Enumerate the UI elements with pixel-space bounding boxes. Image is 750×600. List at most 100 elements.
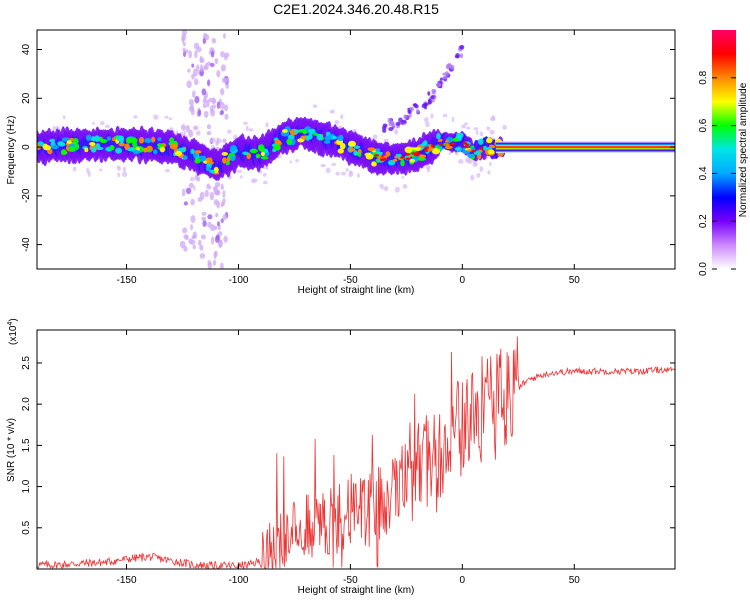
spectrogram-cell — [169, 143, 178, 150]
spectrogram-cell — [411, 152, 417, 155]
spectrogram-cell — [206, 185, 212, 190]
spectrogram-cell — [466, 126, 471, 130]
snr-y-tick-label: 0.5 — [21, 520, 32, 534]
spectrogram-cell — [489, 161, 492, 167]
spectrogram-cell — [197, 239, 202, 246]
spectrogram-cell — [188, 129, 194, 138]
spectrogram-cell — [181, 33, 187, 42]
spectrogram-cell — [264, 166, 269, 170]
spectrogram-cell — [215, 140, 218, 147]
colorbar-tick-label: 0.8 — [698, 70, 709, 84]
spectrogram-cell — [435, 82, 442, 88]
snr-y-tick-label: 1.0 — [21, 479, 32, 493]
snr-x-tick-label: -50 — [343, 575, 358, 586]
spectrogram-cell — [185, 124, 190, 133]
spectrogram-y-tick-label: -20 — [21, 188, 32, 203]
spectrogram-cell — [212, 104, 217, 109]
spectrogram-cell — [461, 124, 467, 129]
spectrogram-cell — [211, 37, 217, 44]
spectrogram-cell — [381, 157, 387, 161]
spectrogram-cell — [193, 42, 200, 50]
spectrogram-cell — [153, 149, 158, 155]
spectrogram-y-tick-label: -40 — [21, 237, 32, 252]
spectrogram-cell — [224, 113, 229, 120]
colorbar-tick-label: 0.0 — [698, 262, 709, 276]
spectrogram-cell — [487, 149, 495, 155]
spectrogram-cell — [192, 244, 196, 250]
spectrogram-cell — [375, 148, 381, 152]
spectrogram-cell — [308, 128, 316, 135]
spectrogram-cell — [353, 145, 361, 149]
snr-scale-base: (x10 — [8, 325, 19, 345]
spectrogram-cell — [486, 137, 493, 144]
snr-y-tick-label: 2.0 — [21, 397, 32, 411]
spectrogram-cell — [190, 198, 195, 206]
spectrogram-cell — [150, 136, 156, 143]
spectrogram-cell — [50, 145, 59, 150]
spectrogram-cell — [465, 143, 470, 147]
spectrogram-steady-band — [495, 146, 675, 148]
spectrogram-cell — [421, 142, 427, 147]
spectrogram-cell — [125, 136, 133, 144]
colorbar-tick-label: 0.6 — [698, 118, 709, 132]
spectrogram-cell — [199, 55, 203, 64]
spectrogram-cell — [191, 63, 195, 68]
spectrogram-cell — [210, 108, 216, 117]
snr-y-ticks: 0.5 1.0 1.5 2.0 2.5 — [21, 356, 675, 535]
spectrogram-cell — [249, 148, 258, 154]
spectrogram-cell — [476, 172, 481, 178]
spectrogram-cell — [394, 129, 399, 135]
spectrogram-cell — [388, 127, 394, 132]
spectrogram-cell — [415, 153, 420, 157]
spectrogram-cell — [408, 154, 412, 158]
spectrogram-cell — [214, 235, 220, 243]
spectrogram-cell — [490, 116, 496, 122]
spectrogram-x-ticks: -150 -100 -50 0 50 — [117, 30, 580, 286]
spectrogram-cell — [217, 225, 221, 231]
spectrogram-cell — [367, 147, 376, 152]
spectrogram-cell — [217, 221, 221, 227]
spectrogram-cell — [165, 168, 170, 173]
spectrogram-cell — [215, 189, 220, 196]
spectrogram-cell — [413, 103, 417, 108]
spectrogram-cell — [216, 70, 221, 78]
spectrogram-cell — [255, 153, 261, 159]
snr-frame — [36, 329, 676, 570]
spectrogram-cell — [220, 218, 224, 224]
spectrogram-cell — [180, 124, 186, 131]
spectrogram-cell — [94, 135, 100, 142]
spectrogram-cell — [159, 146, 166, 153]
spectrogram-cell — [424, 146, 430, 150]
spectrogram-cell — [286, 138, 293, 145]
spectrogram-cell — [193, 185, 196, 191]
colorbar-gradient — [712, 30, 736, 269]
spectrogram-cell — [313, 132, 319, 136]
spectrogram-cell — [225, 84, 230, 89]
spectrogram-cell — [52, 125, 56, 131]
spectrogram-cell — [197, 197, 203, 202]
spectrogram-cell — [331, 163, 337, 166]
spectrogram-cell — [353, 150, 358, 156]
spectrogram-cell — [464, 122, 469, 126]
spectrogram-cell — [413, 147, 421, 151]
spectrogram-cell — [467, 158, 473, 164]
spectrogram-cell — [260, 155, 269, 160]
spectrogram-cell — [69, 137, 74, 142]
spectrogram-cell — [352, 128, 357, 133]
spectrogram-cell — [408, 113, 412, 118]
spectrogram-cell — [263, 180, 268, 185]
spectrogram-cell — [122, 171, 128, 178]
spectrogram-cell — [133, 149, 140, 155]
snr-scale-close: ) — [8, 318, 19, 321]
spectrogram-cell — [405, 157, 411, 161]
spectrogram-cell — [221, 201, 225, 207]
spectrogram-cell — [379, 184, 384, 188]
spectrogram-cell — [182, 155, 188, 160]
spectrogram-cell — [117, 172, 120, 178]
spectrogram-cell — [392, 159, 397, 162]
spectrogram-cell — [424, 117, 429, 123]
spectrogram-cell — [431, 90, 436, 95]
snr-x-axis-label: Height of straight line (km) — [298, 585, 415, 596]
spectrogram-cell — [403, 114, 408, 119]
spectrogram-cell — [316, 133, 323, 141]
